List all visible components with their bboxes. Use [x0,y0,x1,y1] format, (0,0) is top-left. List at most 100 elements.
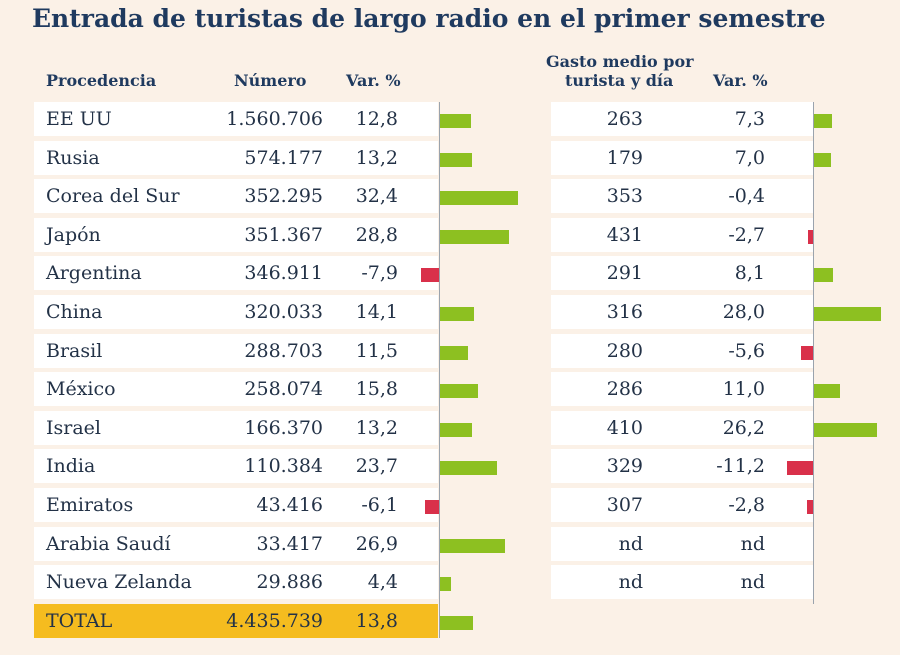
cell-numero: 110.384 [244,455,323,478]
cell-var: 32,4 [355,185,398,208]
bar-var-gasto [814,268,834,283]
bar-var-entradas [421,268,440,283]
bar-var-entradas [440,229,510,244]
cell-var: -7,9 [361,262,398,285]
cell-var: 15,8 [355,378,398,401]
bar-var-gasto [814,307,882,321]
table-row: 353 -0,4 [551,179,813,214]
cell-var: 4,4 [367,571,398,594]
bar-var-entradas [440,461,497,476]
bar-var-entradas [440,422,472,437]
table-row: 179 7,0 [551,140,813,175]
table-row: Brasil 288.703 11,5 [34,333,438,368]
bar-var-entradas [440,114,471,128]
cell-numero: 166.370 [244,416,323,439]
cell-procedencia: México [46,378,116,401]
cell-numero: 29.886 [256,571,323,594]
bar-var-entradas [440,577,451,592]
cell-var: 26,9 [355,532,398,555]
cell-numero: 33.417 [256,532,323,555]
cell-numero: 346.911 [244,262,323,285]
bar-var-entradas [440,307,474,321]
table-row: Japón 351.367 28,8 [34,217,438,252]
bar-var-gasto [807,229,814,244]
cell-numero: 351.367 [244,223,323,246]
bar-var-gasto [814,114,832,128]
table-row: India 110.384 23,7 [34,449,438,484]
cell-gasto: nd [618,571,643,594]
cell-gasto: 353 [606,185,643,208]
cell-gasto: nd [618,532,643,555]
cell-procedencia: Brasil [46,339,103,362]
cell-numero: 1.560.706 [226,108,323,130]
cell-var: 14,1 [355,301,398,323]
table-row: México 258.074 15,8 [34,372,438,407]
cell-procedencia: Emiratos [46,494,134,516]
bar-var-entradas [440,191,518,206]
chart-title: Entrada de turistas de largo radio en el… [32,4,826,33]
bar-var-entradas [440,152,472,167]
cell-gasto: 410 [606,416,643,439]
cell-numero: 258.074 [244,378,323,401]
cell-procedencia: Israel [46,416,101,439]
bar-var-gasto [807,500,814,514]
cell-var: 28,8 [355,223,398,246]
cell-var2: 7,0 [734,146,765,169]
cell-var2: nd [740,532,765,555]
table-row: 316 28,0 [551,295,813,329]
header-procedencia: Procedencia [46,71,157,90]
cell-numero: 288.703 [244,339,323,362]
table-row: Corea del Sur 352.295 32,4 [34,179,438,214]
cell-gasto: 179 [606,146,643,169]
bar-var-entradas [440,615,474,630]
table-row: 329 -11,2 [551,449,813,484]
cell-gasto: 286 [606,378,643,401]
cell-numero: 4.435.739 [226,609,323,632]
cell-procedencia: Nueva Zelanda [46,571,192,594]
cell-var: 13,2 [355,416,398,439]
bar-var-gasto [814,384,841,399]
header-var: Var. % [346,71,401,90]
cell-procedencia: TOTAL [46,609,113,632]
zero-axis-gasto [813,102,814,604]
zero-axis-entradas [439,102,440,638]
cell-procedencia: EE UU [46,108,112,130]
header-gasto-line1: Gasto medio por [546,52,694,71]
table-row: Rusia 574.177 13,2 [34,140,438,175]
bar-var-gasto [787,461,814,476]
table-row: Israel 166.370 13,2 [34,410,438,445]
cell-var: 12,8 [355,108,398,130]
table-row: Emiratos 43.416 -6,1 [34,488,438,522]
cell-var2: 28,0 [722,301,765,323]
cell-var2: -11,2 [716,455,765,478]
header-gasto-line2: turista y día [565,71,674,90]
cell-var2: -0,4 [728,185,765,208]
header-numero: Número [234,71,307,90]
cell-procedencia: Rusia [46,146,100,169]
cell-var2: 11,0 [722,378,765,401]
cell-gasto: 263 [606,108,643,130]
cell-var: 11,5 [355,339,398,362]
cell-var2: nd [740,571,765,594]
table-row-total: TOTAL 4.435.739 13,8 [34,603,438,638]
cell-procedencia: Argentina [46,262,142,285]
cell-var2: -5,6 [728,339,765,362]
cell-gasto: 329 [606,455,643,478]
cell-procedencia: Corea del Sur [46,185,180,208]
cell-var2: 8,1 [734,262,765,285]
table-row: Nueva Zelanda 29.886 4,4 [34,565,438,600]
bar-var-gasto [814,152,831,167]
table-row: nd nd [551,565,813,600]
table-row: 263 7,3 [551,102,813,136]
table-row: 410 26,2 [551,410,813,445]
cell-var2: -2,7 [728,223,765,246]
cell-gasto: 431 [606,223,643,246]
bar-var-entradas [440,538,505,553]
cell-numero: 574.177 [244,146,323,169]
cell-var: -6,1 [361,494,398,516]
table-row: 291 8,1 [551,256,813,291]
table-row: nd nd [551,526,813,561]
bar-var-gasto [814,422,877,437]
table-row: 307 -2,8 [551,488,813,522]
header-var2: Var. % [713,71,768,90]
